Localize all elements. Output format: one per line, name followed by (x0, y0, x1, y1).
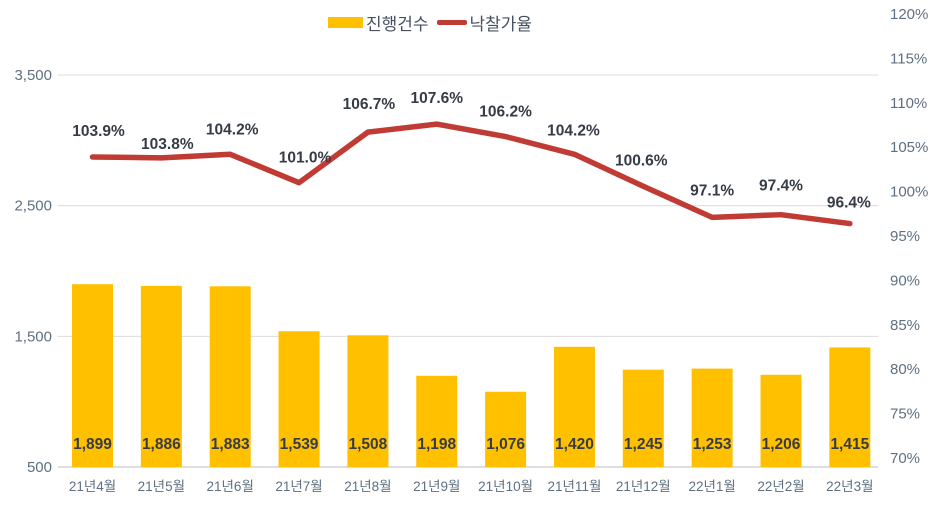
legend-bar-label: 진행건수 (365, 15, 429, 34)
bar (553, 346, 595, 467)
x-axis-category-label: 21년11월 (548, 479, 602, 494)
line-data-label: 100.6% (615, 152, 668, 169)
bar (691, 368, 733, 467)
bar (416, 375, 458, 467)
x-axis-category-label: 21년9월 (413, 479, 460, 494)
line-series (89, 121, 853, 227)
x-axis-category-label: 21년6월 (207, 479, 254, 494)
x-axis-category-label: 21년7월 (275, 479, 322, 494)
left-axis-tick-label: 500 (27, 459, 52, 476)
bar (760, 374, 802, 467)
bar-data-label: 1,415 (830, 436, 869, 453)
x-axis-category-label: 21년5월 (138, 479, 185, 494)
bar (72, 284, 113, 467)
right-axis-tick-label: 80% (890, 361, 920, 378)
right-axis-tick-label: 95% (890, 228, 920, 245)
bar (278, 331, 320, 467)
bar-data-label: 1,539 (280, 436, 319, 453)
line-data-label: 103.8% (141, 136, 194, 153)
bar (622, 369, 664, 467)
bar-data-label: 1,886 (142, 436, 181, 453)
bar-data-label: 1,883 (211, 436, 250, 453)
x-axis-category-label: 21년4월 (69, 479, 116, 494)
right-axis-tick-label: 110% (890, 95, 927, 112)
bar-data-label: 1,245 (624, 436, 663, 453)
right-axis-tick-label: 70% (890, 450, 920, 467)
line-series-swatch-icon (436, 20, 467, 25)
bar (209, 286, 251, 467)
bar-data-label: 1,899 (73, 436, 112, 453)
line-data-label: 106.7% (343, 96, 396, 113)
bar-series-swatch-icon (327, 17, 363, 28)
chart-legend: 진행건수 낙찰가율 (0, 10, 900, 35)
right-axis-tick-label: 105% (890, 139, 928, 156)
x-axis-category-label: 21년10월 (478, 479, 533, 494)
bar (140, 285, 182, 467)
right-axis-tick-label: 100% (890, 184, 928, 201)
line-data-label: 103.9% (72, 123, 125, 140)
bar-data-label: 1,076 (486, 436, 525, 453)
left-axis-tick-label: 3,500 (14, 67, 52, 84)
line-data-label: 104.2% (547, 122, 600, 139)
left-axis-tick-label: 2,500 (14, 198, 52, 215)
bar (347, 335, 389, 467)
bar-data-label: 1,420 (555, 436, 594, 453)
x-axis-category-label: 22년3월 (826, 479, 873, 494)
bar (829, 347, 871, 467)
x-axis-category-label: 21년8월 (344, 479, 391, 494)
bar-data-label: 1,198 (417, 436, 456, 453)
bar-data-label: 1,206 (762, 436, 801, 453)
bar (485, 391, 527, 467)
right-axis-tick-label: 90% (890, 272, 920, 289)
line-data-label: 104.2% (206, 121, 259, 138)
line-data-label: 107.6% (410, 90, 463, 107)
right-axis-tick-label: 115% (890, 50, 927, 67)
x-axis-category-label: 22년2월 (757, 479, 804, 494)
x-axis-category-label: 22년1월 (688, 479, 735, 494)
legend-item-bar-series: 진행건수 (327, 10, 429, 35)
line-data-label: 97.1% (690, 182, 734, 199)
left-axis-tick-label: 1,500 (14, 328, 52, 345)
line-data-label: 97.4% (759, 178, 803, 195)
legend-line-label: 낙찰가율 (469, 15, 533, 34)
legend-item-line-series: 낙찰가율 (436, 10, 533, 35)
right-axis-tick-label: 75% (890, 406, 920, 423)
bar-data-label: 1,253 (693, 436, 732, 453)
x-axis-category-label: 21년12월 (616, 479, 671, 494)
line-data-label: 96.4% (827, 195, 871, 212)
right-axis-tick-label: 85% (890, 317, 920, 334)
line-data-label: 101.0% (279, 150, 332, 167)
right-axis-tick-label: 120% (890, 6, 928, 23)
line-data-label: 106.2% (479, 104, 532, 121)
bar-data-label: 1,508 (349, 436, 388, 453)
